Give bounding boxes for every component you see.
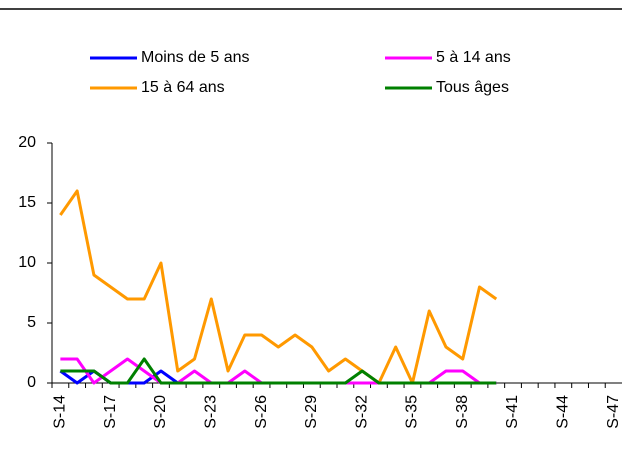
x-tick-label: S-17 [102, 395, 119, 429]
x-tick-label: S-44 [555, 395, 572, 429]
y-tick-label: 15 [18, 194, 36, 211]
y-tick-label: 20 [18, 134, 36, 151]
x-tick-label: S-38 [454, 395, 471, 429]
series-line [60, 357, 497, 385]
x-tick-label: S-41 [504, 395, 521, 429]
x-tick-label: S-29 [303, 395, 320, 429]
y-tick-label: 10 [18, 254, 36, 271]
x-tick-label: S-47 [605, 395, 622, 429]
x-tick-label: S-23 [202, 395, 219, 429]
x-tick-label: S-26 [253, 395, 270, 429]
series-line [60, 357, 497, 385]
x-tick-label: S-32 [353, 395, 370, 429]
y-tick-label: 0 [27, 374, 36, 391]
legend-label: Tous âges [436, 79, 509, 96]
x-tick-label: S-20 [152, 395, 169, 429]
y-tick-label: 5 [27, 314, 36, 331]
legend-label: Moins de 5 ans [141, 49, 250, 66]
legend-label: 5 à 14 ans [436, 49, 511, 66]
legend-label: 15 à 64 ans [141, 79, 225, 96]
x-tick-label: S-14 [52, 395, 69, 429]
x-tick-label: S-35 [404, 395, 421, 429]
series-line [59, 189, 498, 385]
